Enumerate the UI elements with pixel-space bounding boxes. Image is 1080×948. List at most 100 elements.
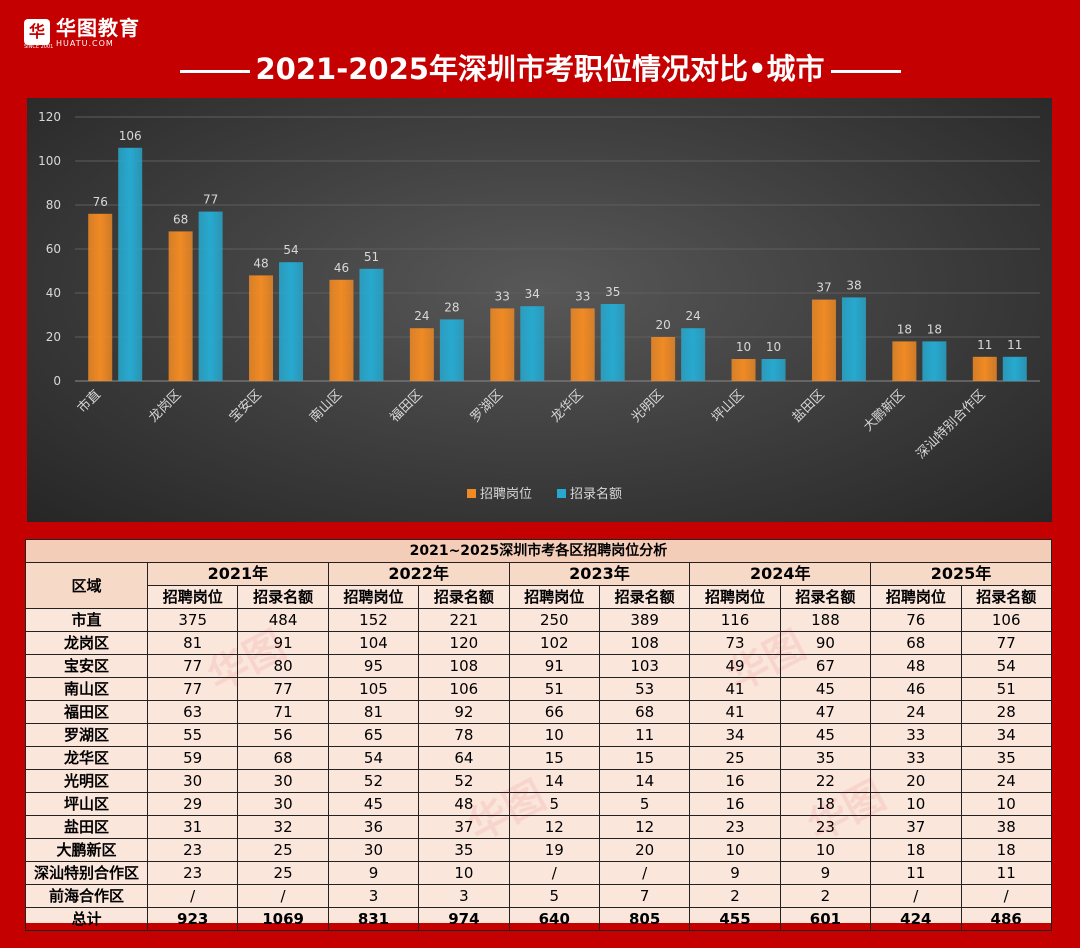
table-cell: 11: [598, 723, 691, 747]
data-label: 77: [203, 193, 218, 207]
table-row: 龙岗区 81 91 104 120 102 108 73 90 68 77: [25, 631, 1052, 655]
quota-subheader: 招录名额: [418, 585, 510, 609]
table-cell: 9: [689, 861, 781, 885]
y-tick-label: 80: [46, 198, 61, 212]
table-cell: 1069: [237, 907, 329, 931]
bar-posts: [409, 328, 434, 381]
table-cell: 45: [327, 792, 420, 816]
bar-posts: [490, 308, 515, 381]
table-cell: 104: [327, 631, 420, 655]
table-cell: 68: [237, 746, 329, 770]
logo-mark-icon: 华: [24, 19, 50, 45]
region-name: 福田区: [25, 700, 148, 724]
table-row: 光明区 30 30 52 52 14 14 16 22 20 24: [25, 769, 1052, 793]
table-cell: 14: [508, 769, 600, 793]
table-cell: 24: [870, 700, 962, 724]
table-cell: 424: [870, 907, 962, 931]
bar-posts: [249, 275, 274, 381]
table-cell: 68: [598, 700, 691, 724]
table-cell: 23: [689, 815, 781, 839]
x-tick-label: 坪山区: [709, 387, 747, 425]
table-row: 福田区 63 71 81 92 66 68 41 47 24 28: [25, 700, 1052, 724]
table-cell: 41: [689, 677, 781, 701]
table-cell: 51: [508, 677, 600, 701]
x-tick-label: 龙华区: [548, 387, 586, 425]
bar-quota: [520, 306, 545, 381]
table-cell: 38: [960, 815, 1052, 839]
table-cell: 389: [598, 608, 691, 632]
data-label: 48: [253, 256, 268, 270]
data-label: 10: [766, 340, 781, 354]
data-label: 24: [685, 309, 700, 323]
table-row: 深汕特别合作区 23 25 9 10//9 9 11 11: [25, 861, 1052, 885]
table-cell: 33: [870, 723, 962, 747]
table-cell: 14: [598, 769, 691, 793]
table-cell: 80: [237, 654, 329, 678]
legend-swatch-posts: [467, 489, 476, 498]
table-cell: 81: [146, 631, 239, 655]
table-cell: 34: [960, 723, 1052, 747]
table-cell: 71: [237, 700, 329, 724]
table-cell: 15: [508, 746, 600, 770]
region-name: 龙岗区: [25, 631, 148, 655]
table-cell: 49: [689, 654, 781, 678]
logo-since: SINCE 2001: [24, 44, 54, 50]
table-cell: 35: [779, 746, 872, 770]
region-name: 罗湖区: [25, 723, 148, 747]
y-tick-label: 0: [53, 374, 61, 388]
table-cell: 45: [779, 723, 872, 747]
bar-posts: [972, 356, 997, 381]
table-cell: 37: [418, 815, 510, 839]
table-cell: 16: [689, 769, 781, 793]
region-name: 盐田区: [25, 815, 148, 839]
table-cell: /: [960, 884, 1052, 908]
table-cell: 103: [598, 654, 691, 678]
table-cell: 76: [870, 608, 962, 632]
x-tick-label: 市直: [74, 387, 104, 417]
table-cell: 108: [418, 654, 510, 678]
table-cell: 48: [870, 654, 962, 678]
table-cell: 33: [870, 746, 962, 770]
table-row: 大鹏新区 23 25 30 35 19 20 10 10 18 18: [25, 838, 1052, 862]
bar-quota: [198, 211, 223, 381]
x-tick-label: 光明区: [629, 387, 667, 425]
table-cell: 64: [418, 746, 510, 770]
title-dash-right: [830, 69, 901, 73]
bar-quota: [681, 328, 706, 381]
table-cell: 77: [146, 654, 239, 678]
table-cell: 116: [689, 608, 781, 632]
page-title: 2021-2025年深圳市考职位情况对比•城市: [255, 52, 825, 86]
quota-subheader: 招录名额: [960, 585, 1052, 609]
data-label: 18: [927, 322, 942, 336]
legend-label: 招录名额: [570, 486, 622, 502]
year-header: 2021年: [147, 562, 329, 586]
table-cell: 19: [508, 838, 600, 862]
table-cell: 91: [237, 631, 329, 655]
data-label: 33: [575, 289, 590, 303]
bar-quota: [841, 297, 866, 381]
x-tick-label: 龙岗区: [146, 387, 184, 425]
region-name: 南山区: [25, 677, 148, 701]
table-cell: 90: [779, 631, 872, 655]
table-cell: 55: [146, 723, 239, 747]
logo-chinese-name: 华图教育: [56, 15, 140, 40]
table-cell: 36: [327, 815, 420, 839]
region-name: 龙华区: [25, 746, 148, 770]
table-cell: 9: [327, 861, 420, 885]
table-caption: 2021~2025深圳市考各区招聘岗位分析: [25, 539, 1052, 563]
table-cell: 2: [779, 884, 872, 908]
table-cell: 7: [598, 884, 691, 908]
table-cell: 3: [418, 884, 510, 908]
table-cell: 77: [146, 677, 239, 701]
table-cell: 188: [779, 608, 872, 632]
table-row: 罗湖区 55 56 65 78 10 11 34 45 33 34: [25, 723, 1052, 747]
quota-subheader: 招录名额: [598, 585, 691, 609]
table-cell: 375: [146, 608, 239, 632]
bar-quota: [359, 268, 384, 381]
table-cell: 45: [779, 677, 872, 701]
table-cell: 25: [237, 838, 329, 862]
bar-quota: [439, 319, 464, 381]
bar-posts: [892, 341, 917, 381]
table-cell: 105: [327, 677, 420, 701]
table-cell: 23: [779, 815, 872, 839]
